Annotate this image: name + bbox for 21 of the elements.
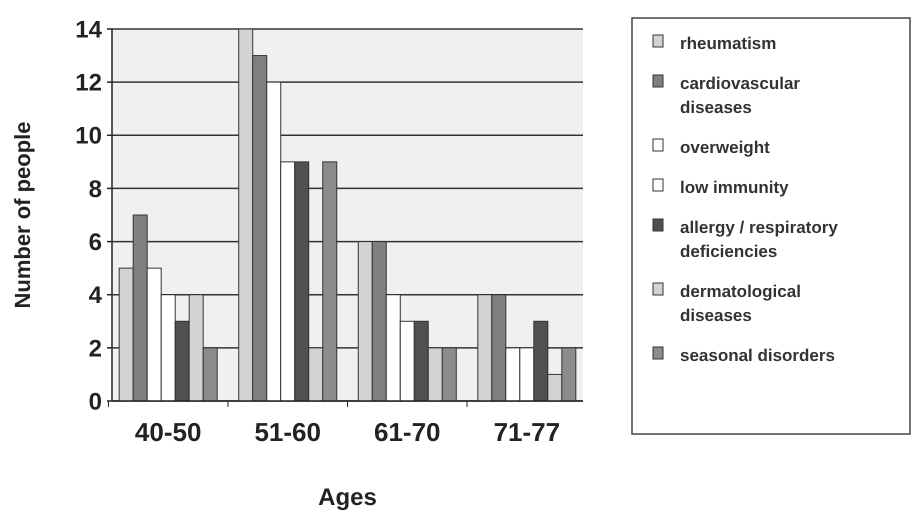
y-tick-label: 14 [75, 16, 103, 44]
x-tick-label: 51-60 [254, 417, 321, 447]
y-tick-label: 10 [75, 122, 102, 150]
x-tick-label: 61-70 [374, 417, 441, 447]
legend-label: allergy / respiratory deficiencies [680, 218, 838, 262]
y-axis-title: Number of people [10, 121, 35, 309]
y-tick-label: 4 [88, 282, 103, 310]
legend-label: low immunity [680, 178, 790, 198]
y-tick-label: 2 [88, 335, 102, 362]
y-tick-label: 6 [88, 228, 102, 256]
x-tick-label: 71-77 [494, 417, 560, 447]
legend-label: cardiovascular diseases [680, 74, 800, 118]
y-tick-label: 0 [88, 388, 102, 416]
legend-label: rheumatism [680, 34, 776, 54]
y-tick-label: 12 [75, 70, 102, 97]
legend-label: overweight [680, 138, 770, 158]
x-axis-title: Ages [318, 484, 377, 511]
legend-label: dermatological diseases [680, 282, 801, 326]
legend-label: seasonal disorders [680, 346, 835, 366]
x-tick-label: 40-50 [134, 417, 202, 447]
y-tick-label: 8 [88, 176, 102, 203]
